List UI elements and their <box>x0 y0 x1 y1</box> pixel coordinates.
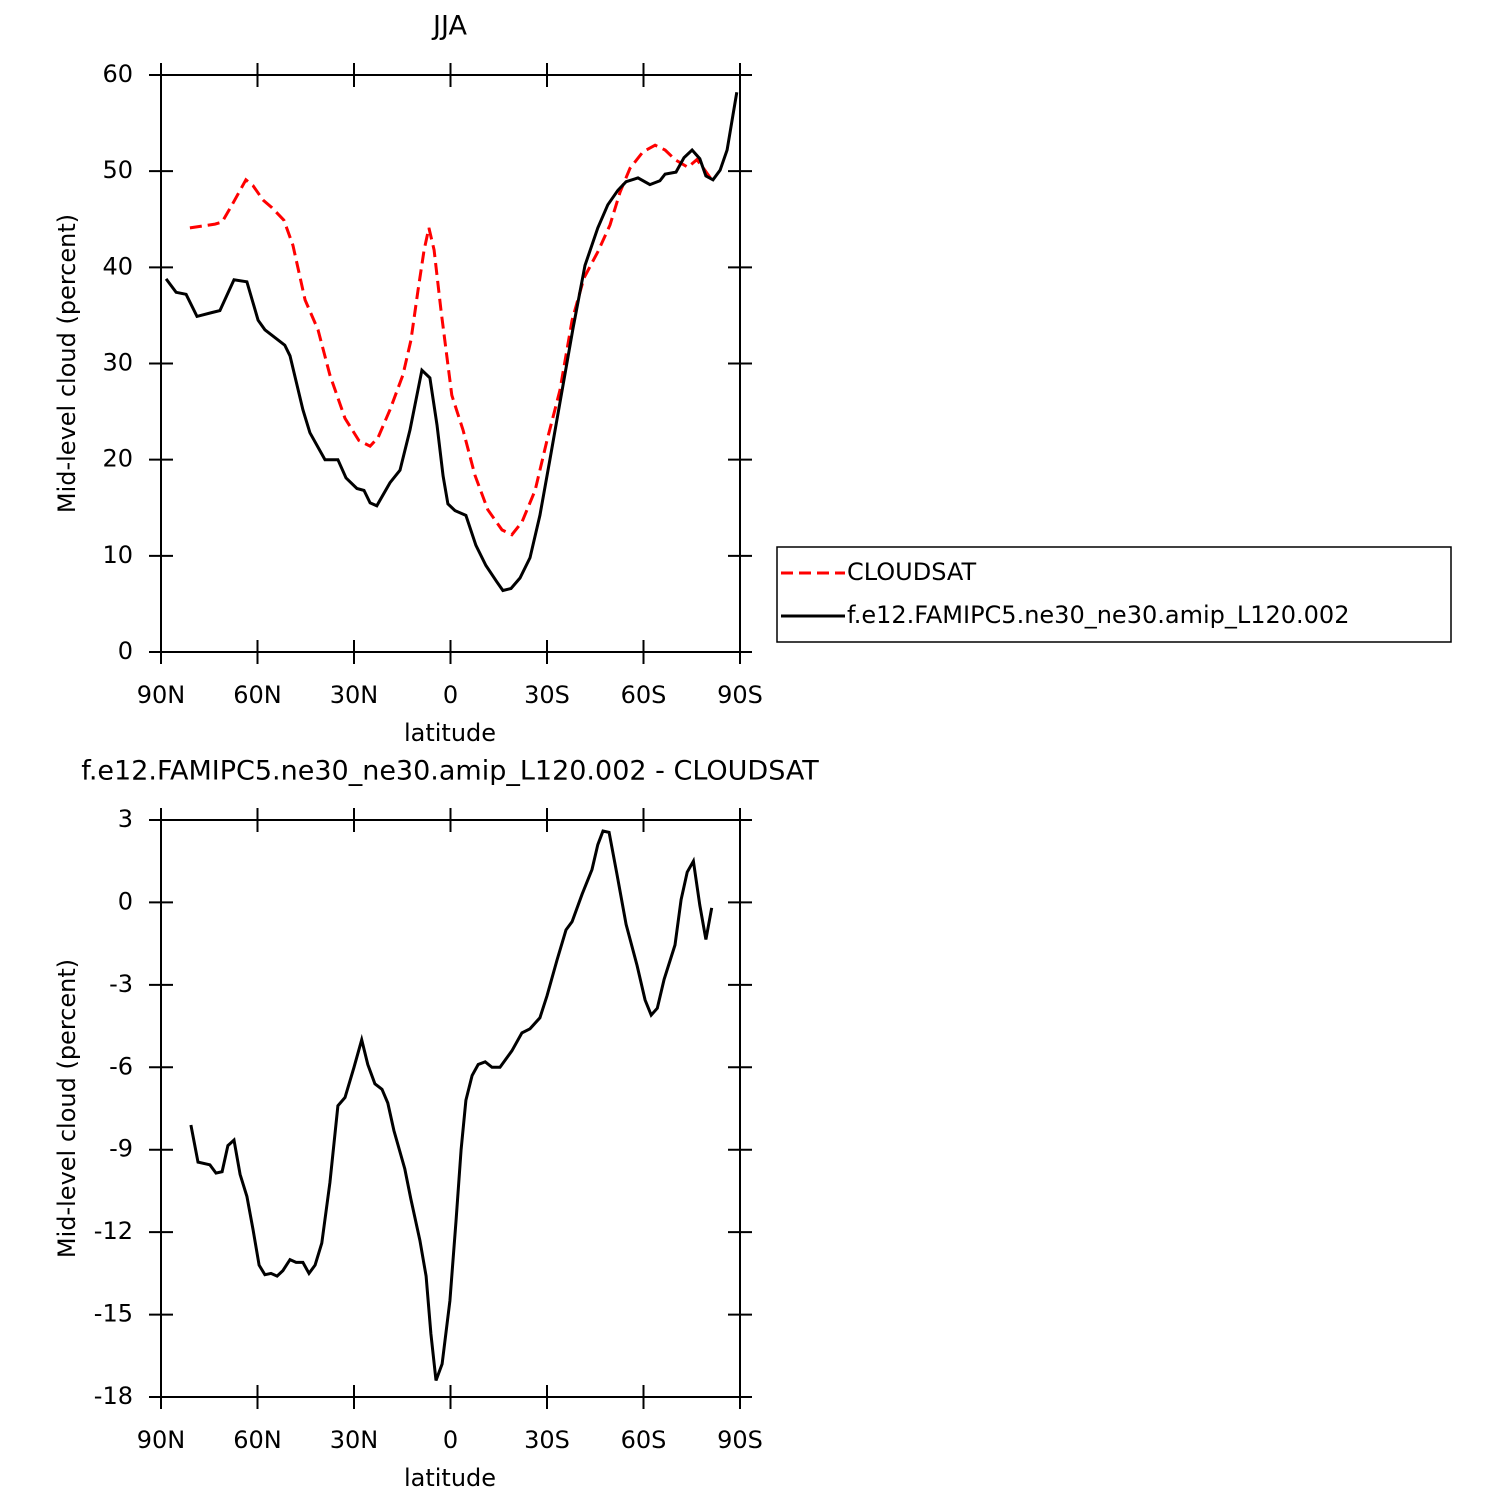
data-line <box>189 143 713 537</box>
y-tick-label: 0 <box>118 637 133 665</box>
x-tick-label: 0 <box>443 681 458 709</box>
y-tick-label: 50 <box>102 156 133 184</box>
x-tick-label: 90N <box>137 1426 186 1454</box>
y-tick-label: 20 <box>102 445 133 473</box>
y-tick-label: 10 <box>102 541 133 569</box>
x-tick-label: 0 <box>443 1426 458 1454</box>
legend-box <box>776 546 1452 643</box>
y-tick-label: -18 <box>94 1382 133 1410</box>
y-tick-label: 60 <box>102 60 133 88</box>
chart-title: JJA <box>431 11 467 42</box>
x-tick-label: 30N <box>330 1426 379 1454</box>
legend-label: f.e12.FAMIPC5.ne30_ne30.amip_L120.002 <box>847 601 1349 629</box>
chart-title: f.e12.FAMIPC5.ne30_ne30.amip_L120.002 - … <box>81 756 819 787</box>
y-tick-label: 0 <box>118 887 133 915</box>
x-tick-label: 90S <box>717 681 763 709</box>
x-tick-label: 30N <box>330 681 379 709</box>
x-axis-label: latitude <box>404 1464 496 1492</box>
x-tick-label: 30S <box>524 1426 570 1454</box>
plot-frame <box>160 819 741 1398</box>
y-tick-label: -12 <box>94 1217 133 1245</box>
y-tick-label: 30 <box>102 349 133 377</box>
y-tick-label: 3 <box>118 805 133 833</box>
y-tick-label: -9 <box>109 1135 133 1163</box>
data-line <box>164 92 739 593</box>
x-tick-label: 90S <box>717 1426 763 1454</box>
x-tick-label: 60N <box>233 1426 282 1454</box>
x-tick-label: 60S <box>621 1426 667 1454</box>
x-tick-label: 90N <box>137 681 186 709</box>
x-tick-label: 60S <box>621 681 667 709</box>
y-axis-label: Mid-level cloud (percent) <box>53 959 81 1258</box>
y-tick-label: -15 <box>94 1300 133 1328</box>
plot-frame <box>160 74 741 653</box>
y-tick-label: -6 <box>109 1052 133 1080</box>
legend-label: CLOUDSAT <box>847 558 976 586</box>
y-tick-label: -3 <box>109 970 133 998</box>
data-line <box>189 829 714 1382</box>
y-axis-label: Mid-level cloud (percent) <box>53 214 81 513</box>
x-tick-label: 30S <box>524 681 570 709</box>
x-tick-label: 60N <box>233 681 282 709</box>
x-axis-label: latitude <box>404 719 496 747</box>
y-tick-label: 40 <box>102 252 133 280</box>
